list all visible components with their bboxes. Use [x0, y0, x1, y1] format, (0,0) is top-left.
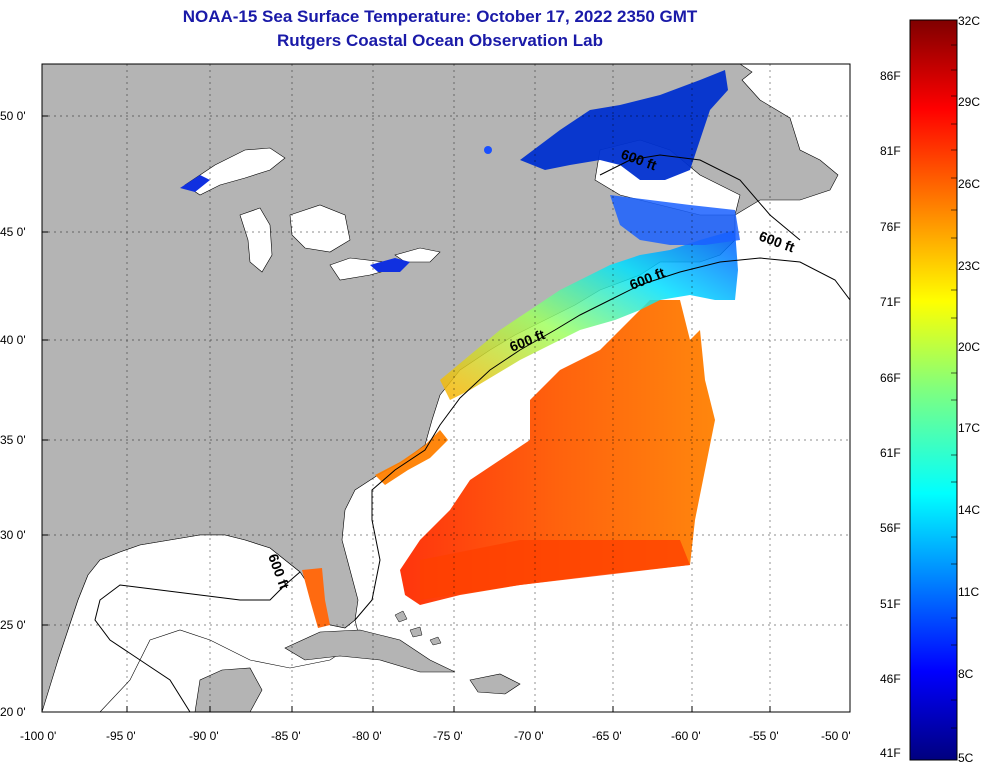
great-lakes — [184, 147, 441, 281]
colorbar-label-f: 61F — [880, 446, 901, 460]
colorbar — [909, 19, 958, 761]
lon-label: -85 0' — [271, 729, 301, 743]
lon-label: -75 0' — [433, 729, 463, 743]
lon-label: -55 0' — [749, 729, 779, 743]
colorbar-label-f: 51F — [880, 597, 901, 611]
colorbar-label-c: 11C — [958, 585, 979, 599]
colorbar-label-c: 5C — [958, 751, 974, 765]
lat-label: 35 0' — [0, 433, 26, 447]
colorbar-label-f: 46F — [880, 672, 901, 686]
lon-label: -65 0' — [592, 729, 622, 743]
colorbar-label-c: 23C — [958, 259, 980, 273]
lat-label: 45 0' — [0, 225, 26, 239]
colorbar-label-f: 71F — [880, 295, 901, 309]
colorbar-label-f: 66F — [880, 371, 901, 385]
lon-label: -70 0' — [514, 729, 544, 743]
lon-label: -95 0' — [106, 729, 136, 743]
plot-frame — [41, 63, 851, 713]
lat-label: 25 0' — [0, 618, 26, 632]
map-subtitle: Rutgers Coastal Ocean Observation Lab — [277, 31, 603, 50]
colorbar-label-c: 32C — [958, 14, 980, 28]
graticule — [42, 64, 850, 712]
colorbar-label-c: 29C — [958, 95, 980, 109]
lat-label: 30 0' — [0, 528, 26, 542]
colorbar-label-f: 76F — [880, 220, 901, 234]
lon-label: -50 0' — [821, 729, 851, 743]
lon-label: -60 0' — [671, 729, 701, 743]
lat-label: 20 0' — [0, 705, 26, 719]
gulf-of-mexico — [42, 534, 361, 712]
sst-data — [180, 70, 740, 628]
colorbar-label-f: 81F — [880, 144, 901, 158]
land-yucatan — [194, 667, 263, 712]
lat-label: 40 0' — [0, 333, 26, 347]
land-bahamas — [394, 610, 442, 646]
isobath-600ft — [354, 257, 850, 621]
colorbar-label-c: 8C — [958, 667, 974, 681]
colorbar-label-f: 86F — [880, 69, 901, 83]
lat-labels: 50 0' 45 0' 40 0' 35 0' 30 0' 25 0' 20 0… — [0, 109, 26, 719]
lon-label: -80 0' — [352, 729, 382, 743]
colorbar-f-labels: 86F 81F 76F 71F 66F 61F 56F 51F 46F 41F — [880, 69, 901, 760]
colorbar-c-labels: 32C 29C 26C 23C 20C 17C 14C 11C 8C 5C — [958, 14, 980, 765]
colorbar-label-c: 26C — [958, 177, 980, 191]
lon-labels: -100 0' -95 0' -90 0' -85 0' -80 0' -75 … — [20, 729, 851, 743]
land-cuba — [284, 629, 456, 673]
colorbar-label-f: 56F — [880, 521, 901, 535]
land-hispaniola — [469, 673, 521, 695]
colorbar-label-c: 20C — [958, 340, 980, 354]
colorbar-label-c: 17C — [958, 421, 980, 435]
isobath-600ft-gulf — [94, 571, 301, 712]
colorbar-label-c: 14C — [958, 503, 980, 517]
colorbar-label-f: 41F — [880, 746, 901, 760]
colorbar-ticks — [951, 44, 957, 729]
lon-label: -90 0' — [189, 729, 219, 743]
lon-label: -100 0' — [20, 729, 56, 743]
map-title: NOAA-15 Sea Surface Temperature: October… — [182, 7, 698, 26]
lat-label: 50 0' — [0, 109, 26, 123]
